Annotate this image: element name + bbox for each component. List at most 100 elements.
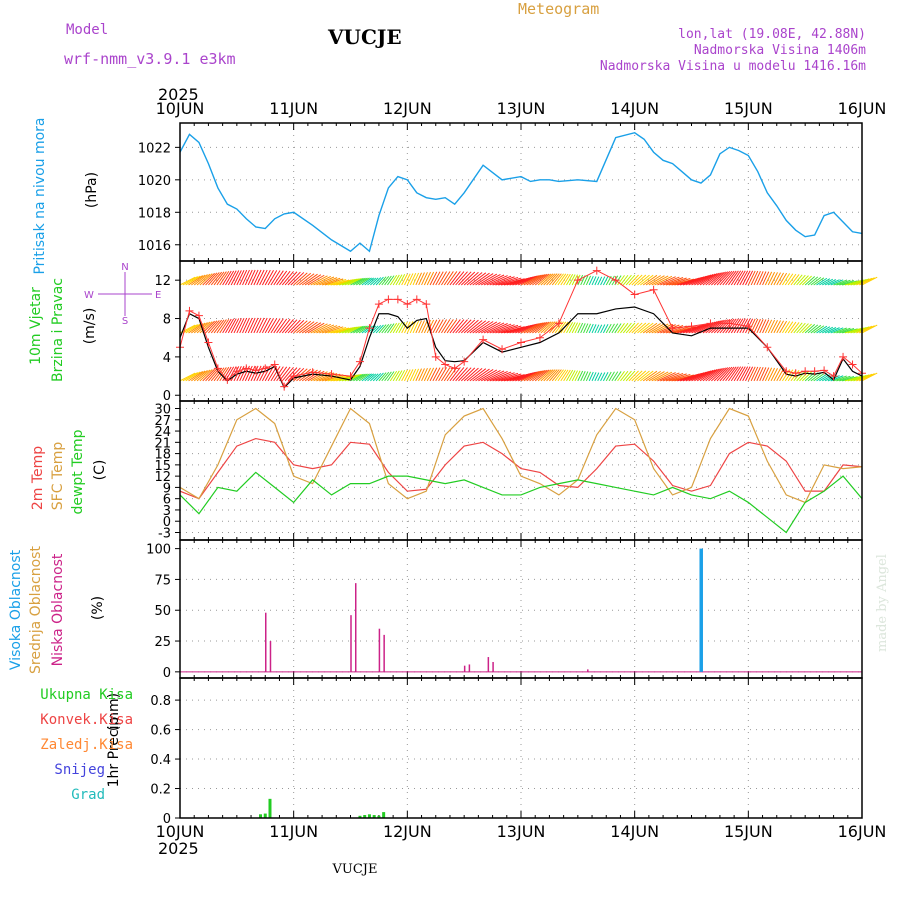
wind-gust-marker <box>725 319 734 328</box>
cloud-ylabel: Visoka Oblacnost Srednja Oblacnost Niska… <box>8 546 106 674</box>
pressure-panel: 1016 1018 1020 1022 <box>138 123 863 261</box>
wind-barb <box>654 323 673 334</box>
wind-barb <box>227 270 237 286</box>
wind-barb <box>330 279 350 286</box>
wind-barb <box>523 274 542 286</box>
wind-gust-marker <box>687 322 696 331</box>
wind-barb <box>568 274 576 286</box>
wind-barb <box>191 370 206 382</box>
wind-barb <box>389 370 398 382</box>
wind-barb <box>347 325 362 334</box>
wind-barb <box>577 370 584 382</box>
wind-gust-marker <box>412 295 421 304</box>
wind-barb <box>574 322 581 334</box>
wind-barb <box>353 373 366 382</box>
wind-barb <box>219 366 230 382</box>
wind-barb <box>475 273 494 286</box>
x-label-bottom: 13JUN <box>497 822 546 841</box>
wind-barb <box>443 367 454 382</box>
wind-barb <box>756 319 764 334</box>
wind-barb <box>472 272 490 286</box>
wind-barb <box>443 319 454 334</box>
wind-barb <box>770 320 778 334</box>
precip-ylabel-name: 1hr Precip <box>106 717 122 788</box>
wind-barb <box>773 368 781 382</box>
wind-barb <box>776 368 784 382</box>
wind-barb <box>355 325 368 334</box>
wind-barb <box>350 325 364 334</box>
wind-panel: 0 4 8 12 <box>154 261 878 404</box>
wind-barb <box>341 326 358 334</box>
wind-barb <box>625 370 636 382</box>
wind-barb <box>640 322 654 334</box>
wind-barb <box>216 271 227 286</box>
wind-gust-marker <box>554 319 563 328</box>
wind-gust-marker <box>308 368 317 377</box>
wind-barb <box>642 322 658 334</box>
wind-barb <box>728 318 739 334</box>
wind-barb <box>372 277 382 286</box>
temp-ylabel-name3: dewpt Temp <box>70 429 86 514</box>
wind-barb <box>199 369 213 382</box>
clouds-ytick-label: 0 <box>163 666 171 681</box>
wind-barb <box>398 369 406 382</box>
temp-ylabel-name: 2m Temp <box>30 446 46 510</box>
wind-barb <box>199 273 213 286</box>
meteogram-label: Meteogram <box>518 0 599 18</box>
wind-barb <box>560 273 569 286</box>
wind-barb <box>426 367 435 382</box>
station-title: VUCJE <box>327 25 402 49</box>
wind-barb <box>628 274 639 286</box>
wind-gust-marker <box>223 375 232 384</box>
wind-barb <box>668 278 691 286</box>
precip-bar <box>268 798 272 818</box>
wind-barb <box>836 327 851 334</box>
wind-barb <box>841 280 858 286</box>
wind-barb <box>784 321 794 334</box>
wind-barb <box>563 369 571 382</box>
wind-barb <box>563 273 571 286</box>
wind-barb <box>614 323 622 334</box>
wind-barb <box>640 370 654 382</box>
precip-bar <box>259 814 263 818</box>
temperature-ytick-label: 27 <box>154 414 171 429</box>
wind-barb <box>713 319 729 334</box>
wind-barb <box>418 272 425 286</box>
wind-barb <box>628 322 639 334</box>
wind-barb <box>622 322 632 334</box>
wind-gust-marker <box>820 366 829 375</box>
wind-barb <box>705 320 722 334</box>
temperature-ytick-label: 18 <box>154 448 171 463</box>
wind-gust-marker <box>706 319 715 328</box>
wind-gust-marker <box>479 335 488 344</box>
wind-barb <box>199 321 213 334</box>
wind-barb <box>688 371 709 382</box>
wind-barb <box>773 320 781 334</box>
wind-barb <box>222 270 232 286</box>
wind-barb <box>688 323 709 334</box>
wind-barb <box>634 274 647 286</box>
wind-gust-marker <box>829 372 838 381</box>
wind-barb <box>830 327 844 334</box>
wind-barb <box>319 277 338 286</box>
wind-barb <box>208 272 220 286</box>
wind-barb <box>637 370 650 382</box>
wind-barb <box>330 375 350 382</box>
wind-barb <box>435 271 444 286</box>
wind-barb <box>483 274 505 286</box>
wind-barb <box>500 278 525 286</box>
wind-barb <box>608 323 615 334</box>
wind-barb <box>642 370 658 382</box>
wind-barb <box>466 320 483 334</box>
wind-barb <box>645 275 661 286</box>
wind-barb <box>591 276 597 286</box>
wind-barb <box>364 277 375 286</box>
wind-barb <box>208 320 220 334</box>
wind-barb <box>185 275 201 286</box>
wind-barb <box>341 278 358 286</box>
wind-barb <box>463 271 479 286</box>
wind-barb <box>532 369 548 382</box>
wind-barb <box>225 318 235 334</box>
wind-gust-marker <box>213 364 222 373</box>
wind-barb <box>213 367 225 382</box>
